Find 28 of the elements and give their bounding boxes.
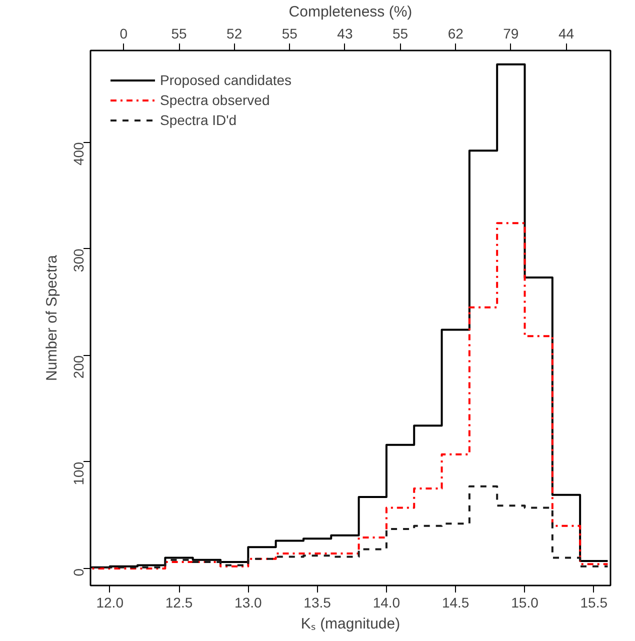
text: 79 [503,26,519,42]
x-axis-title: Kₛ (magnitude) [300,616,400,632]
text: 55 [171,26,188,42]
text: 55 [282,26,298,42]
y-tick-label: 200 [70,355,86,379]
x-tick-label: 15.0 [511,594,539,610]
text: 44 [558,26,574,42]
legend-label: Proposed candidates [160,72,292,88]
x-tick-label: 13.5 [304,594,332,610]
legend-label: Spectra ID'd [160,112,237,128]
x-tick-label: 12.5 [165,594,193,610]
x-tick-label: 15.5 [580,594,608,610]
y-axis-title: Number of Spectra [44,254,60,381]
legend-label: Spectra observed [160,92,270,108]
y-tick-label: 400 [70,142,86,166]
y-tick-label: 100 [70,462,86,486]
y-tick-label: 0 [70,568,86,576]
text: 0 [120,26,128,42]
x-tick-label: 12.0 [96,594,124,610]
text: 43 [337,26,353,42]
text: 55 [392,26,408,42]
x2-axis-title: Completeness (%) [288,4,412,20]
x-tick-label: 14.0 [372,594,400,610]
x-tick-label: 14.5 [442,594,470,610]
text: 52 [226,26,242,42]
x-tick-label: 13.0 [234,594,262,610]
text: 62 [448,26,464,42]
y-tick-label: 300 [70,248,86,272]
